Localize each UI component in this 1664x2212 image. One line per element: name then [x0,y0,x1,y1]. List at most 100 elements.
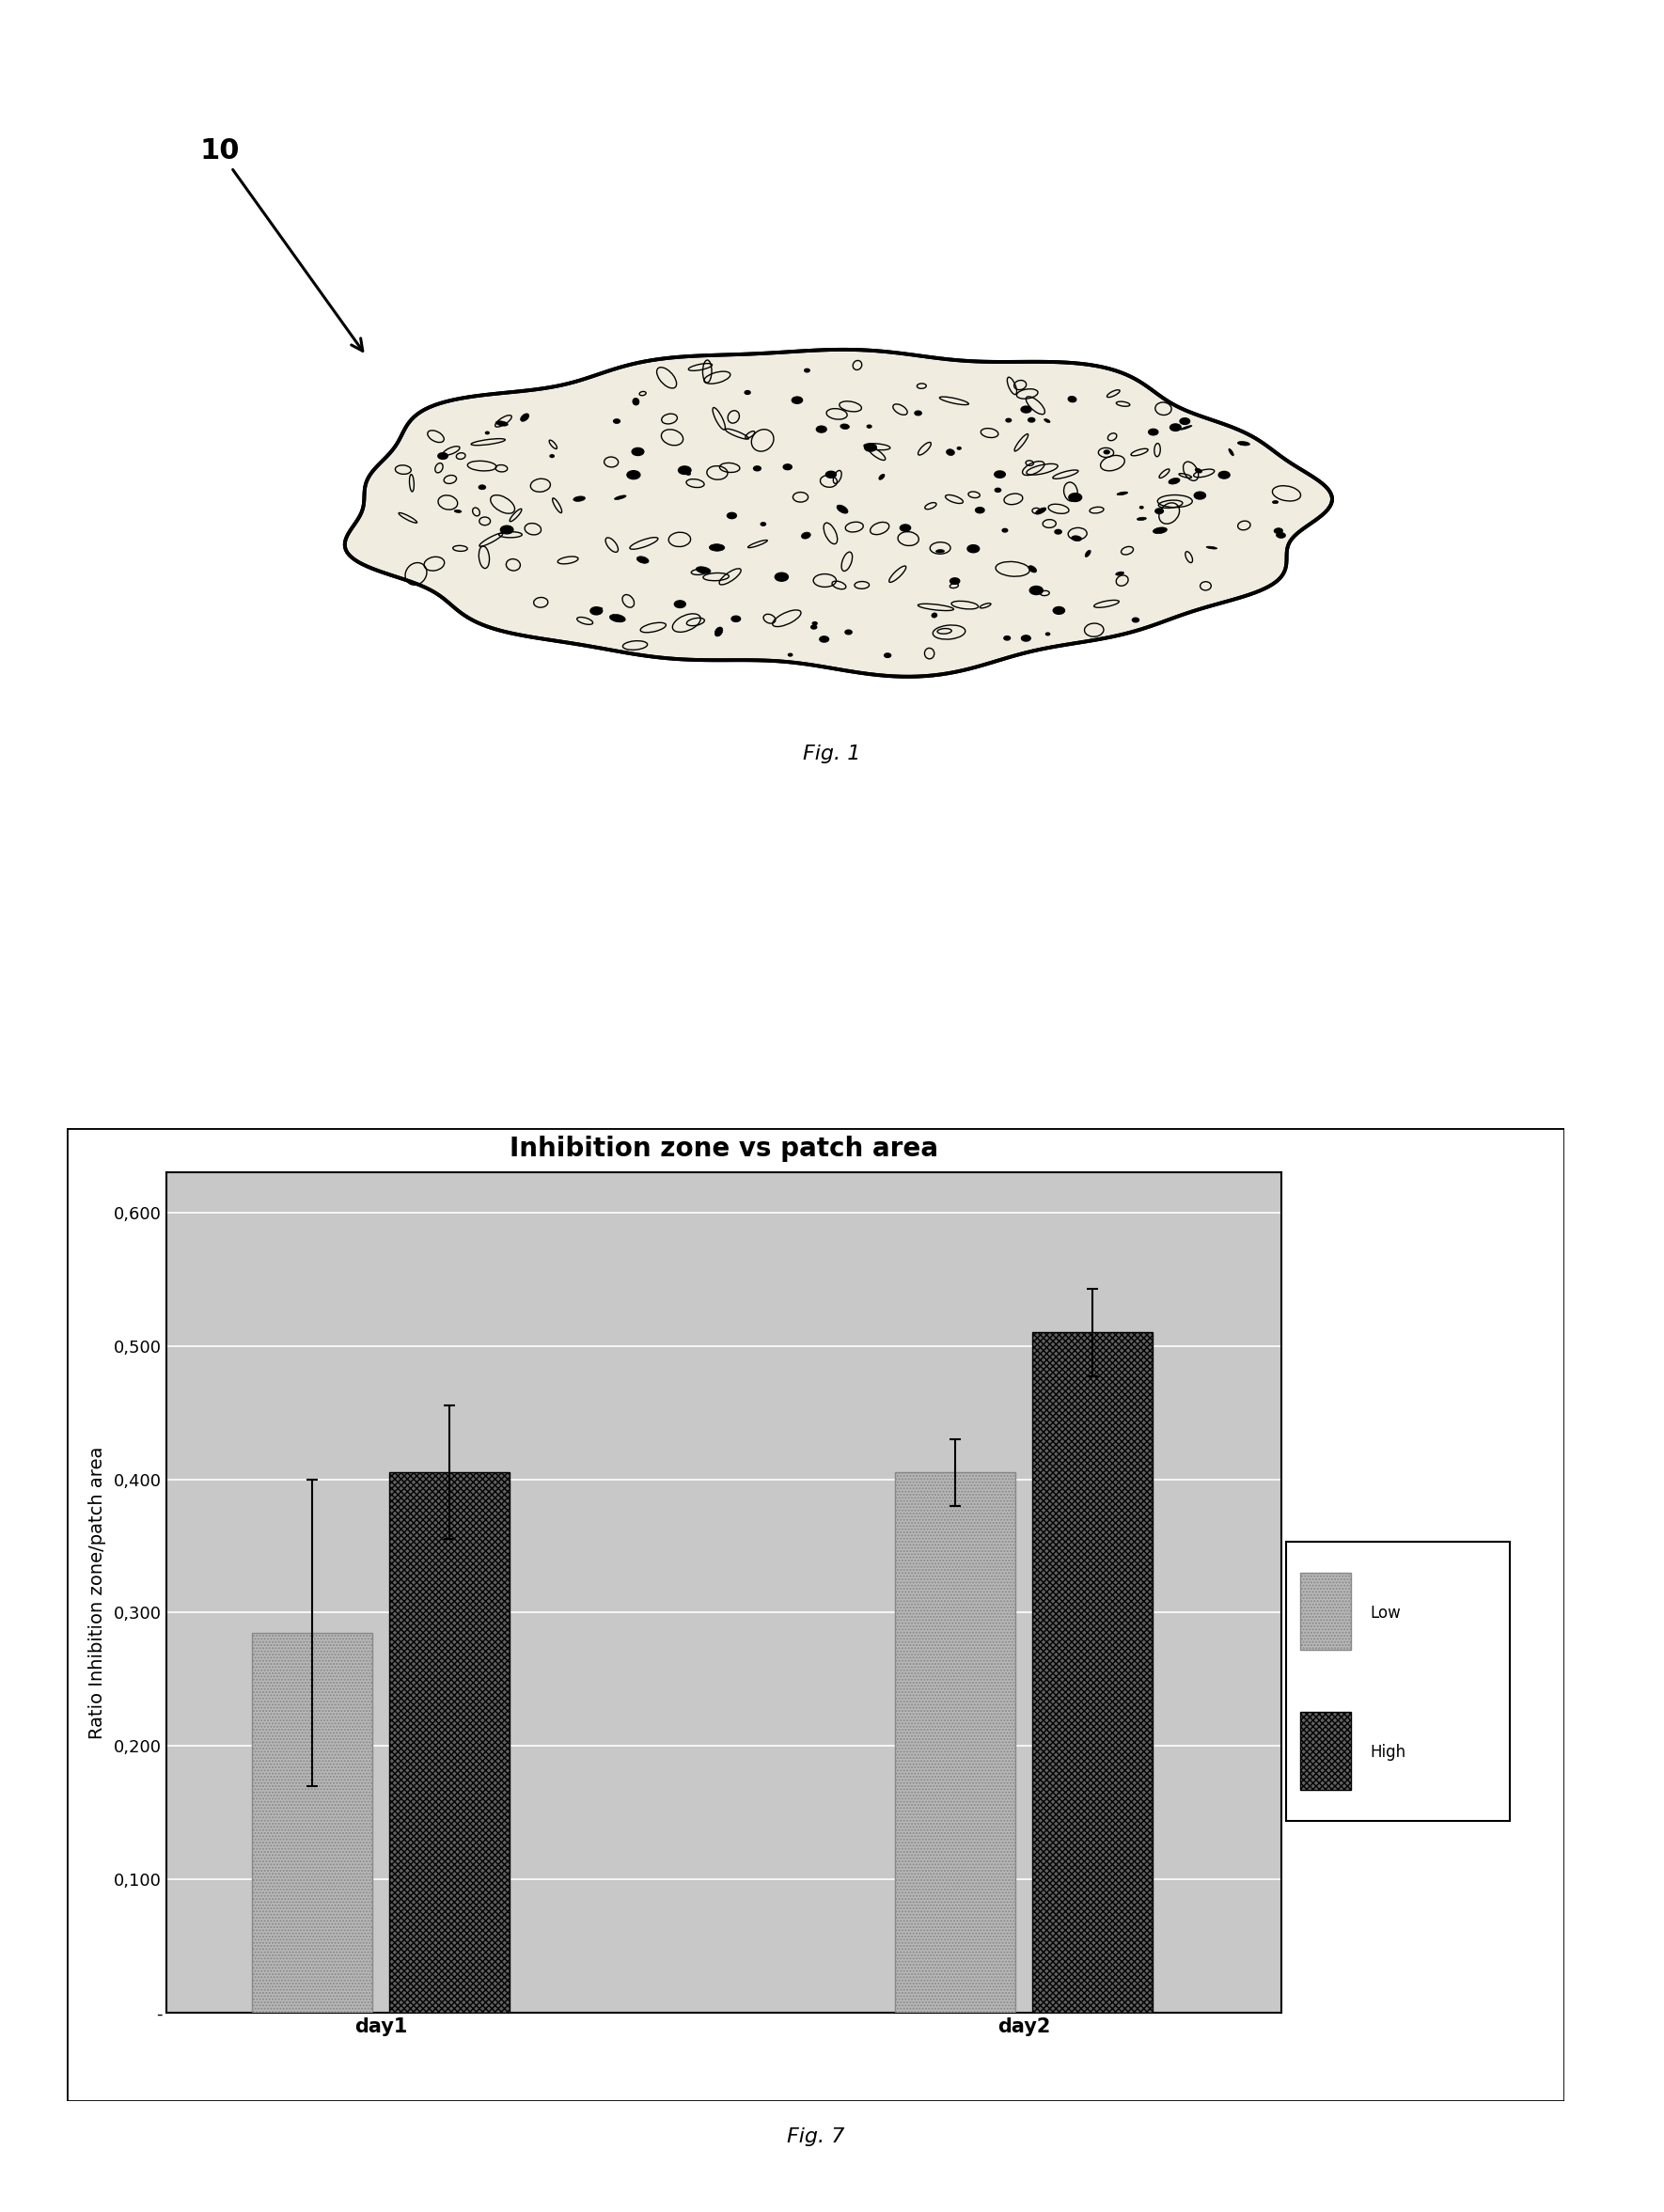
Circle shape [957,447,960,449]
Ellipse shape [521,414,529,422]
Circle shape [438,453,448,460]
Circle shape [679,467,691,473]
Bar [1033,1332,1153,2013]
Circle shape [975,507,985,513]
Ellipse shape [716,626,722,637]
Text: Low: Low [1369,1604,1401,1621]
Circle shape [1148,429,1158,436]
Circle shape [845,630,852,635]
Ellipse shape [1072,535,1082,542]
Ellipse shape [454,511,461,513]
Polygon shape [344,349,1333,677]
Ellipse shape [1168,478,1180,484]
Bar [389,1473,509,2013]
Circle shape [501,526,513,533]
Circle shape [775,573,789,582]
Ellipse shape [935,549,945,553]
Circle shape [1103,451,1110,453]
Circle shape [865,445,877,451]
Circle shape [732,615,740,622]
Bar [895,1473,1015,2013]
Circle shape [804,369,810,372]
Circle shape [995,489,1000,491]
Ellipse shape [496,420,508,427]
Text: Fig. 1: Fig. 1 [804,745,860,763]
Ellipse shape [1035,507,1047,515]
Ellipse shape [709,544,726,551]
Ellipse shape [1275,529,1283,533]
Circle shape [1005,418,1012,422]
FancyBboxPatch shape [1286,1542,1509,1820]
Circle shape [900,524,910,531]
Circle shape [825,471,835,478]
Ellipse shape [574,495,586,502]
Circle shape [674,602,686,608]
Circle shape [1028,418,1035,422]
Circle shape [1030,586,1043,595]
Ellipse shape [1137,518,1146,520]
Title: Inhibition zone vs patch area: Inhibition zone vs patch area [509,1137,938,1161]
Circle shape [1180,418,1190,425]
Text: High: High [1369,1743,1406,1761]
Circle shape [687,473,691,476]
Ellipse shape [802,533,810,540]
Circle shape [789,653,792,657]
FancyBboxPatch shape [1300,1573,1351,1650]
Circle shape [614,418,621,422]
Ellipse shape [1115,571,1123,575]
Ellipse shape [597,608,602,611]
Circle shape [1047,633,1050,635]
Ellipse shape [609,615,626,622]
Circle shape [1170,425,1181,431]
Circle shape [817,427,827,434]
Circle shape [1132,617,1138,622]
Circle shape [792,396,802,403]
FancyBboxPatch shape [67,1128,1564,2101]
Ellipse shape [1195,469,1201,473]
Circle shape [812,622,817,624]
Circle shape [1055,529,1062,533]
Ellipse shape [1180,425,1191,429]
Circle shape [627,471,641,480]
Bar [253,1632,373,2013]
Ellipse shape [479,484,486,489]
Circle shape [760,522,765,526]
Circle shape [784,465,792,469]
Ellipse shape [1043,418,1050,422]
Circle shape [754,467,760,471]
Ellipse shape [632,398,639,405]
Circle shape [1022,407,1032,414]
Circle shape [867,425,872,427]
Ellipse shape [840,425,849,429]
Ellipse shape [932,613,937,617]
Circle shape [1003,637,1010,639]
Ellipse shape [637,557,649,564]
Ellipse shape [1228,449,1233,456]
Ellipse shape [696,566,711,573]
Ellipse shape [1028,566,1037,573]
Circle shape [745,392,750,394]
Circle shape [1195,491,1206,500]
Ellipse shape [1273,500,1278,504]
Ellipse shape [879,473,885,480]
Circle shape [884,653,890,657]
Circle shape [591,606,602,615]
Circle shape [551,456,554,458]
Circle shape [632,447,644,456]
Ellipse shape [1276,533,1286,538]
Circle shape [1068,493,1082,502]
Circle shape [1218,471,1230,478]
Circle shape [727,513,737,518]
Text: 10: 10 [200,137,363,352]
Ellipse shape [1153,526,1166,533]
Circle shape [950,577,960,584]
Ellipse shape [1068,396,1077,403]
Circle shape [486,431,489,434]
Circle shape [810,626,817,628]
Ellipse shape [1117,491,1128,495]
FancyBboxPatch shape [1300,1712,1351,1790]
Circle shape [1022,635,1030,641]
Ellipse shape [1238,442,1250,445]
Ellipse shape [837,504,849,513]
Circle shape [1155,509,1163,513]
